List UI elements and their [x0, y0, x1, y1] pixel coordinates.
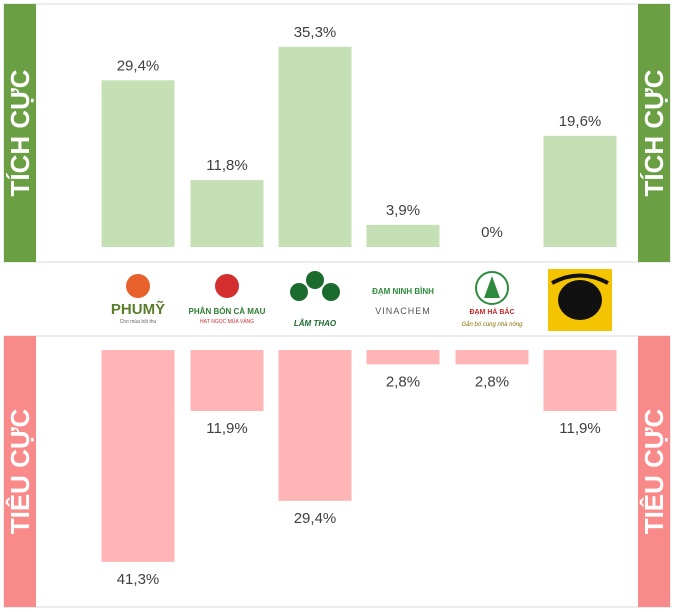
logo-subtext: VINACHEM [375, 306, 431, 316]
logo-emblem-icon [126, 274, 150, 298]
positive-bar [543, 135, 617, 247]
logo-text: LÂM THAO [294, 319, 337, 328]
negative-data-label: 11,9% [559, 420, 600, 437]
positive-side-panel [638, 4, 670, 262]
negative-bar [190, 350, 264, 412]
leaf-icon [306, 271, 324, 289]
leaf-icon [322, 283, 340, 301]
brand-logo: ĐẠM HÀ BẮC Gắn bó cùng nhà nông [461, 271, 523, 328]
leaf-icon [290, 283, 308, 301]
positive-side-label: TÍCH CỰC [639, 69, 669, 196]
negative-side-label: TIÊU CỰC [639, 408, 669, 534]
negative-data-label: 11,9% [206, 420, 247, 437]
negative-side-label: TIÊU CỰC [5, 408, 35, 534]
negative-side-panel [4, 336, 36, 607]
negative-data-label: 29,4% [294, 510, 337, 527]
logo-text: PHÂN BÓN CÀ MAU [189, 307, 266, 316]
negative-data-label: 41,3% [117, 571, 160, 588]
positive-side-panel [4, 4, 36, 262]
logo-subtext: Cho mùa bội thu [120, 319, 157, 325]
leaf-icon [484, 276, 500, 298]
logo-subtext: HẠT NGỌC MÙA VÀNG [200, 318, 254, 325]
logo-ring-icon [475, 271, 509, 305]
logo-emblem-icon [215, 274, 239, 298]
negative-bar [101, 350, 175, 562]
positive-data-label: 35,3% [294, 24, 337, 41]
brand-logo [548, 269, 612, 331]
positive-data-label: 19,6% [559, 113, 602, 130]
horns-icon [551, 273, 609, 285]
brand-logo: PHÂN BÓN CÀ MAU HẠT NGỌC MÙA VÀNG [189, 274, 266, 325]
negative-bar [455, 350, 529, 365]
positive-data-label: 3,9% [386, 202, 420, 219]
positive-data-label: 29,4% [117, 57, 160, 74]
positive-data-label: 0% [481, 224, 503, 241]
positive-bar [101, 80, 175, 247]
logo-text: ĐẠM HÀ BẮC [469, 307, 514, 316]
buffalo-icon [558, 280, 602, 320]
negative-data-label: 2,8% [386, 373, 420, 390]
brand-logo: ĐẠM NINH BÌNH VINACHEM [372, 287, 434, 316]
positive-data-label: 11,8% [206, 157, 247, 174]
negative-data-label: 2,8% [475, 373, 509, 390]
logo-subtext: Gắn bó cùng nhà nông [461, 321, 523, 328]
logo-text: PHUMỸ [111, 300, 165, 318]
brand-logo: LÂM THAO [290, 271, 340, 328]
negative-bar [543, 350, 617, 412]
negative-side-panel [638, 336, 670, 607]
positive-bar [190, 180, 264, 247]
negative-bar [278, 350, 352, 501]
positive-bar [278, 46, 352, 247]
positive-bar [366, 224, 440, 247]
logo-text: ĐẠM NINH BÌNH [372, 287, 434, 296]
positive-side-label: TÍCH CỰC [5, 69, 35, 196]
negative-bar [366, 350, 440, 365]
